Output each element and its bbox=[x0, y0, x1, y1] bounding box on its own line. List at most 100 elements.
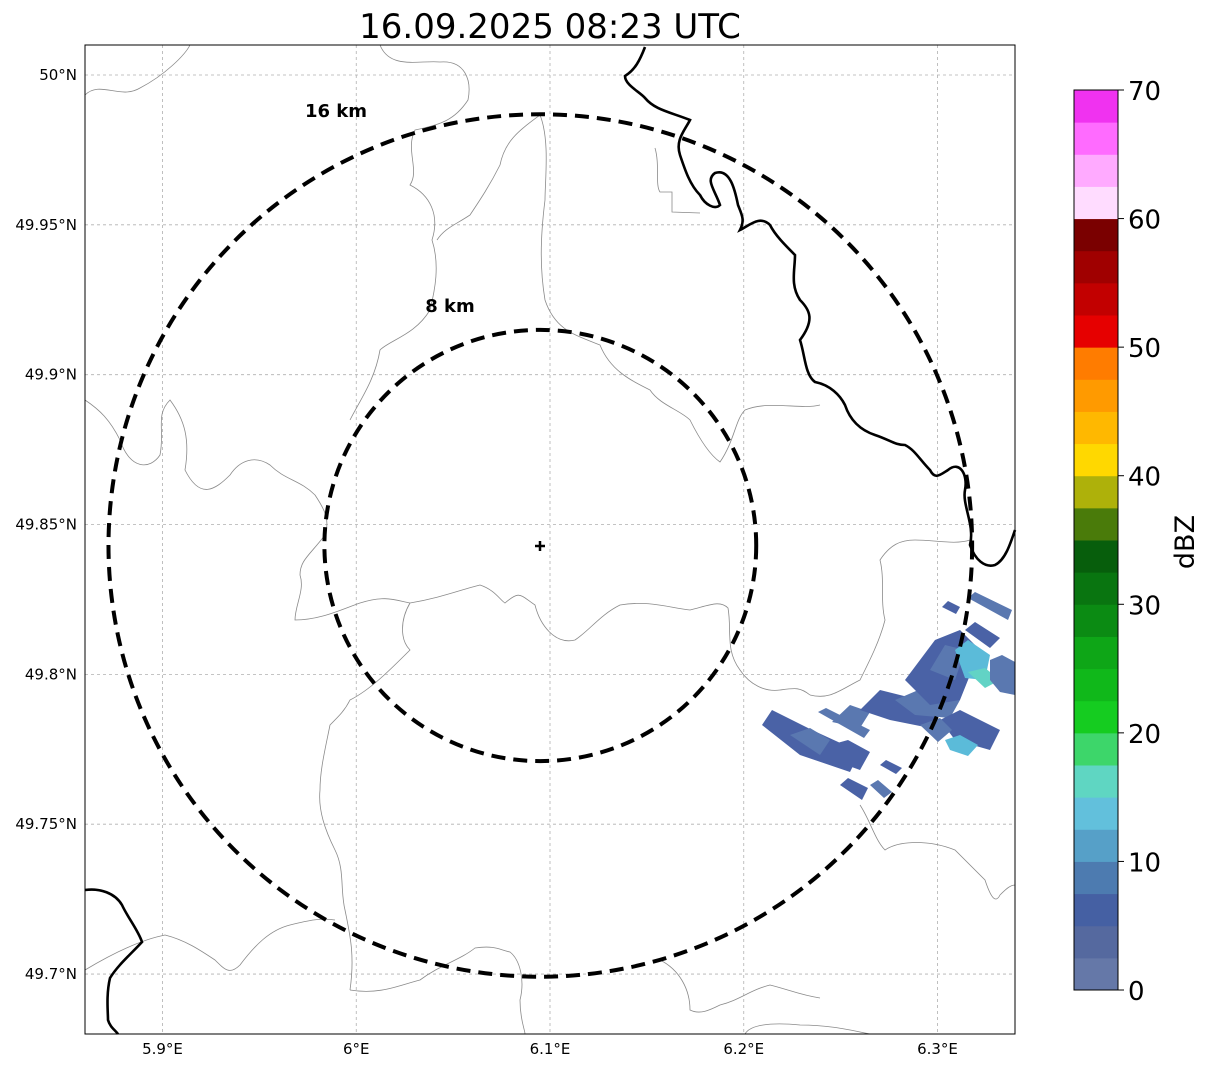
longitude-tick-label: 5.9°E bbox=[142, 1040, 183, 1058]
colorbar-bin bbox=[1074, 861, 1118, 895]
longitude-tick-label: 6°E bbox=[343, 1040, 370, 1058]
colorbar-bin bbox=[1074, 411, 1118, 445]
border-line bbox=[349, 44, 470, 421]
echo-cluster-southwest bbox=[762, 705, 902, 800]
latitude-tick-label: 49.95°N bbox=[15, 216, 77, 234]
colorbar-bin bbox=[1074, 604, 1118, 637]
echo-cell bbox=[870, 780, 892, 798]
colorbar-bin bbox=[1074, 186, 1118, 220]
colorbar-tick-label: 70 bbox=[1128, 77, 1161, 107]
colorbar-bin bbox=[1074, 218, 1118, 252]
colorbar-bin bbox=[1074, 347, 1118, 380]
border-line bbox=[349, 946, 526, 1035]
border-line bbox=[436, 114, 541, 241]
country-border bbox=[623, 46, 1017, 567]
colorbar-bin bbox=[1074, 475, 1118, 509]
border-line bbox=[859, 804, 1016, 900]
figure-title: 16.09.2025 08:23 UTC bbox=[359, 7, 741, 47]
colorbar-bin bbox=[1074, 893, 1118, 927]
range-ring-16km bbox=[106, 112, 975, 979]
echo-cell bbox=[840, 778, 868, 800]
colorbar-bin bbox=[1074, 572, 1118, 605]
echo-cell bbox=[945, 735, 978, 756]
border-line bbox=[659, 959, 821, 1013]
colorbar-bin bbox=[1074, 154, 1118, 187]
echo-cell bbox=[830, 740, 870, 770]
latitude-tick-label: 49.9°N bbox=[25, 366, 77, 384]
border-line bbox=[654, 147, 701, 214]
colorbar-bin bbox=[1074, 379, 1118, 412]
latitude-tick-label: 49.75°N bbox=[15, 815, 77, 833]
echo-cell bbox=[930, 645, 965, 680]
latitude-tick-label: 50°N bbox=[39, 66, 77, 84]
colorbar-bin bbox=[1074, 636, 1118, 670]
longitude-axis: 5.9°E 6°E 6.1°E 6.2°E 6.3°E bbox=[142, 1040, 958, 1058]
colorbar-bin bbox=[1074, 668, 1118, 702]
longitude-tick-label: 6.1°E bbox=[530, 1040, 571, 1058]
colorbar-bin bbox=[1074, 282, 1118, 316]
colorbar-bin bbox=[1074, 957, 1118, 991]
latitude-tick-label: 49.8°N bbox=[25, 665, 77, 683]
range-ring-label-8km: 8 km bbox=[425, 296, 475, 317]
colorbar-bin bbox=[1074, 122, 1118, 155]
colorbar-bin bbox=[1074, 540, 1118, 573]
border-line bbox=[744, 1023, 871, 1035]
colorbar-bin bbox=[1074, 507, 1118, 541]
echo-cell bbox=[942, 601, 960, 614]
echo-cell bbox=[968, 668, 1000, 688]
range-ring-8km bbox=[322, 327, 759, 764]
colorbar-tick-label: 20 bbox=[1128, 720, 1161, 750]
municipal-borders bbox=[84, 44, 1016, 1035]
longitude-tick-label: 6.3°E bbox=[917, 1040, 958, 1058]
border-line bbox=[319, 602, 411, 991]
colorbar-bin bbox=[1074, 250, 1118, 284]
range-rings: 16 km 8 km bbox=[106, 101, 975, 979]
echo-cluster-east bbox=[860, 592, 1015, 756]
colorbar-tick-label: 40 bbox=[1128, 463, 1161, 493]
echo-cell bbox=[920, 718, 952, 742]
longitude-tick-label: 6.2°E bbox=[723, 1040, 764, 1058]
colorbar-bin bbox=[1074, 443, 1118, 477]
colorbar-tick-label: 30 bbox=[1128, 591, 1161, 621]
colorbar-tick-label: 10 bbox=[1128, 848, 1161, 878]
latitude-tick-label: 49.7°N bbox=[25, 965, 77, 983]
colorbar-bin bbox=[1074, 797, 1118, 830]
colorbar-bin bbox=[1074, 700, 1118, 734]
range-ring-label-16km: 16 km bbox=[305, 101, 367, 122]
graticule bbox=[85, 45, 1015, 1034]
map-frame bbox=[84, 44, 1016, 1035]
latitude-tick-label: 49.85°N bbox=[15, 516, 77, 534]
country-borders bbox=[84, 46, 1017, 1035]
echo-cell bbox=[832, 705, 870, 728]
colorbar-bin bbox=[1074, 90, 1118, 123]
echo-cell bbox=[965, 622, 1000, 648]
colorbar-bin bbox=[1074, 829, 1118, 862]
country-border bbox=[84, 888, 144, 1035]
radar-echoes bbox=[762, 592, 1015, 800]
colorbar-frame bbox=[1073, 89, 1119, 991]
border-line bbox=[809, 539, 971, 697]
radar-site-marker bbox=[535, 541, 545, 551]
colorbar-tick-label: 50 bbox=[1128, 334, 1161, 364]
colorbar-bins bbox=[1074, 90, 1118, 991]
colorbar-label: dBZ bbox=[1170, 515, 1201, 569]
border-line bbox=[84, 44, 191, 96]
latitude-axis: 50°N 49.95°N 49.9°N 49.85°N 49.8°N 49.75°N 49.… bbox=[15, 66, 77, 983]
echo-cell bbox=[860, 690, 942, 728]
colorbar-bin bbox=[1074, 765, 1118, 798]
border-line bbox=[84, 918, 336, 971]
colorbar-tick-label: 60 bbox=[1128, 206, 1161, 236]
colorbar-tick-label: 0 bbox=[1128, 977, 1145, 1007]
echo-cell bbox=[790, 728, 830, 755]
border-line bbox=[84, 399, 811, 696]
colorbar-bin bbox=[1074, 925, 1118, 959]
echo-cell bbox=[968, 592, 1012, 620]
colorbar: 0 10 20 30 40 50 60 70 dBZ bbox=[1073, 77, 1201, 1007]
map-area: 16 km 8 km bbox=[84, 44, 1017, 1035]
colorbar-bin bbox=[1074, 732, 1118, 766]
echo-cell bbox=[990, 655, 1015, 695]
echo-cell bbox=[880, 760, 902, 774]
border-line bbox=[539, 114, 821, 463]
colorbar-bin bbox=[1074, 315, 1118, 348]
